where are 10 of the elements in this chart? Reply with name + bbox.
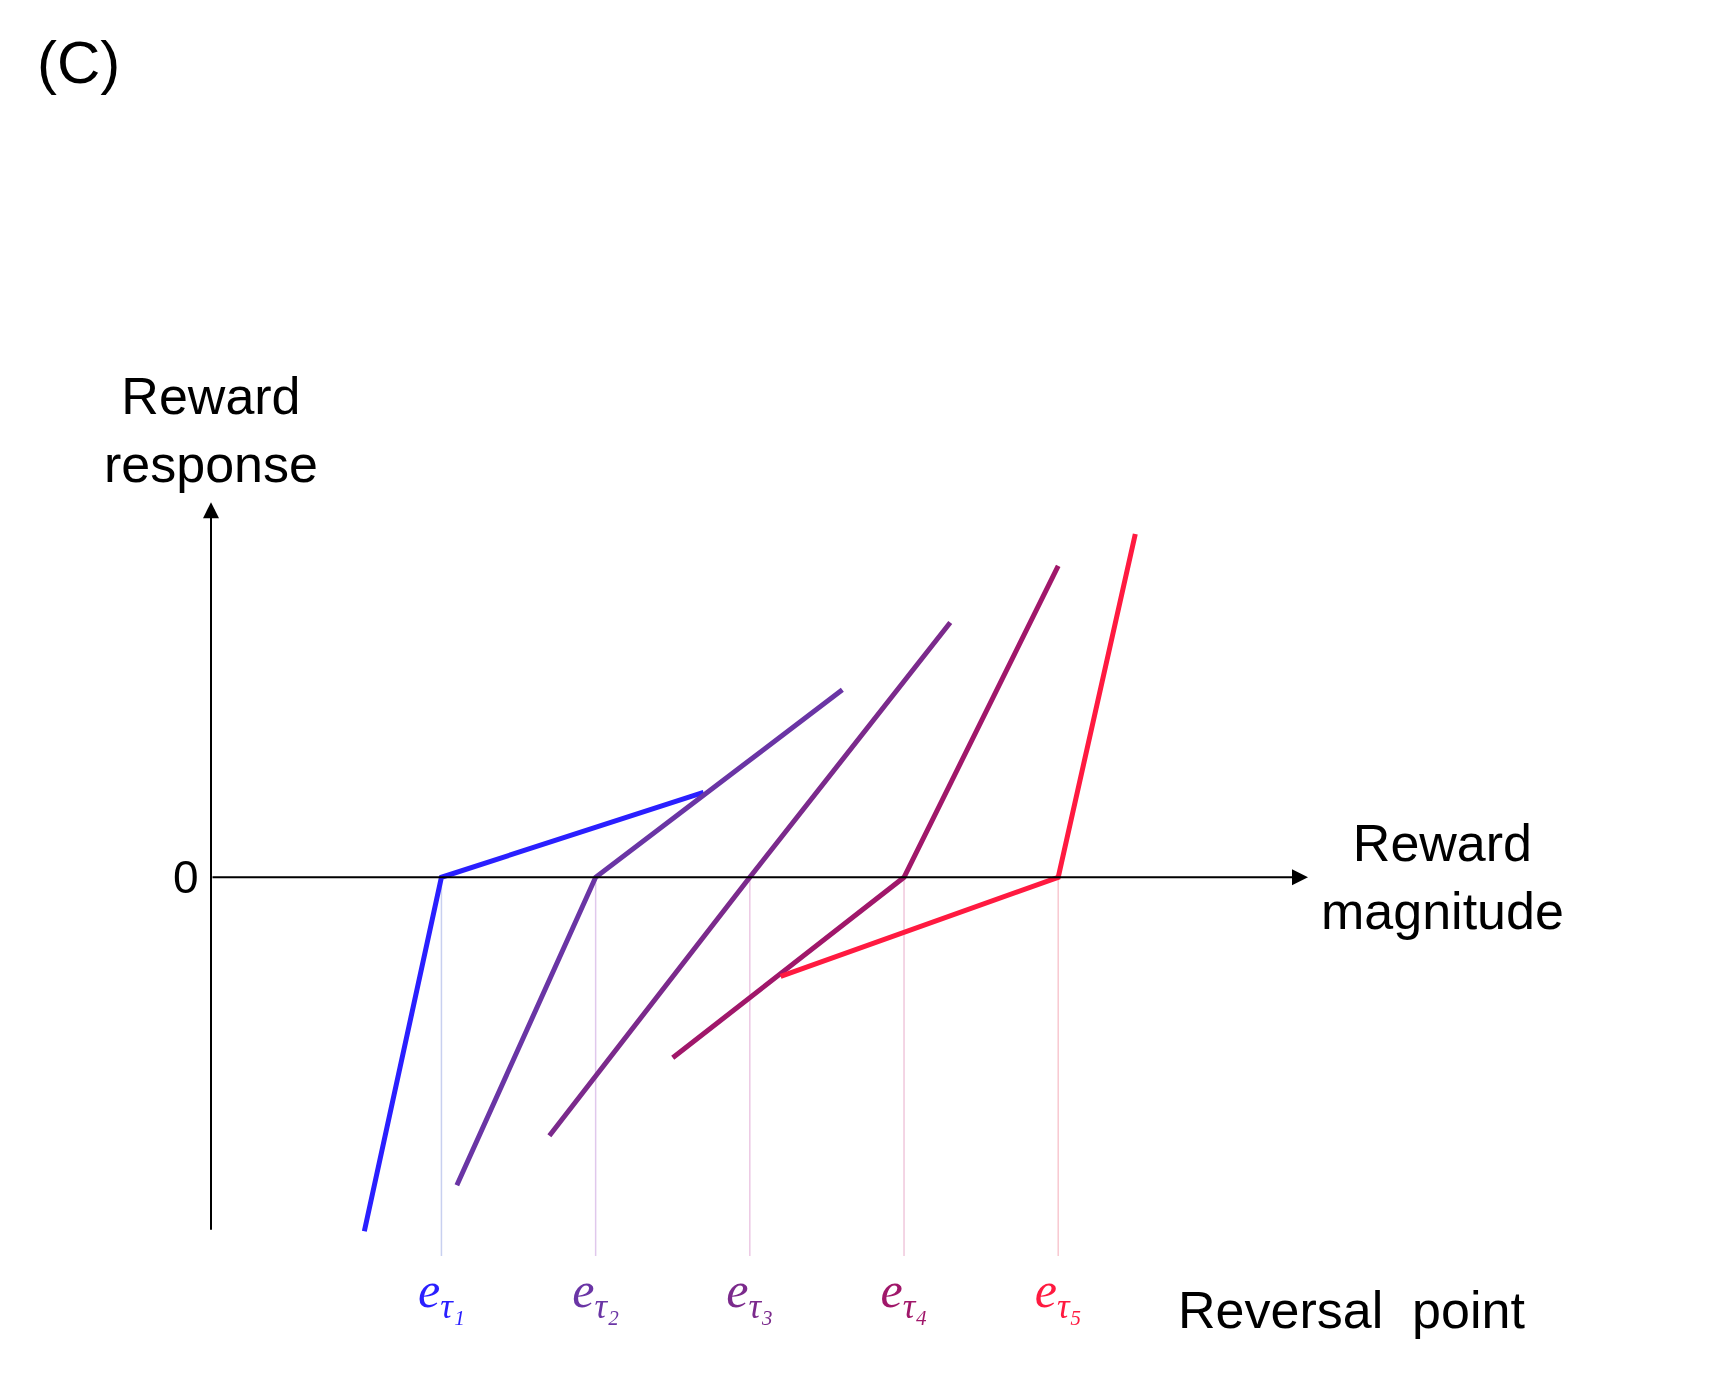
x-tick-label: e$_{τ₁}$ bbox=[417, 1262, 465, 1326]
chart-title: (C) bbox=[37, 29, 121, 96]
x-tick-label: e$_{τ₃}$ bbox=[726, 1262, 774, 1326]
x-tick-label: e$_{τ₄}$ bbox=[880, 1262, 928, 1326]
text: Reversal point bbox=[1178, 1281, 1526, 1339]
x-axis-title: Reward magnitude bbox=[1321, 814, 1564, 940]
ref-line-label: 0 bbox=[173, 851, 199, 903]
y-axis-title: Reward response bbox=[104, 367, 318, 493]
x-tick-label: e$_{τ₂}$ bbox=[572, 1262, 620, 1326]
x-tick-label: e$_{τ₅}$ bbox=[1034, 1262, 1082, 1326]
